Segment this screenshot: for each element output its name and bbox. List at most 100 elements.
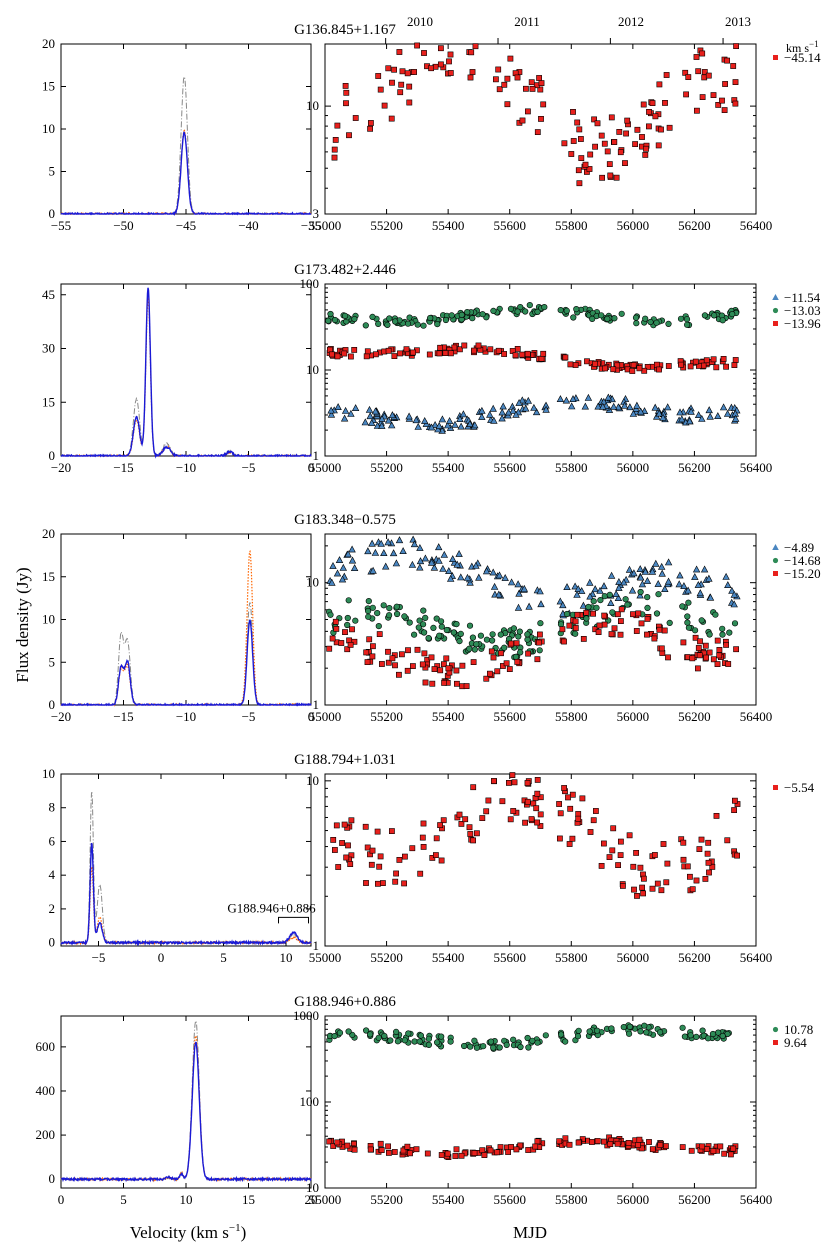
data-point [351, 404, 360, 411]
data-point [499, 402, 507, 410]
data-point [501, 573, 509, 581]
data-point [728, 586, 736, 594]
data-point [563, 583, 571, 590]
y-tick-label: 10 [306, 773, 319, 788]
data-point [335, 556, 344, 563]
data-point [692, 634, 699, 641]
data-point [443, 655, 450, 662]
data-point [590, 598, 597, 605]
data-point [345, 842, 351, 849]
data-point [706, 412, 714, 420]
y-tick-label: 0 [49, 1171, 56, 1186]
data-point [663, 879, 670, 886]
data-point [367, 1146, 374, 1153]
data-point [522, 85, 529, 92]
data-point [341, 821, 348, 828]
x-tick-label: 15 [242, 1192, 255, 1207]
data-point [705, 72, 712, 79]
year-tick-label: 2012 [618, 14, 644, 29]
data-point [420, 607, 427, 614]
data-point [342, 629, 348, 635]
data-point [660, 841, 667, 847]
data-point [369, 604, 376, 611]
data-point [624, 601, 631, 608]
data-point [703, 1146, 710, 1152]
data-point [699, 94, 706, 100]
data-point [420, 820, 427, 827]
data-point [442, 350, 449, 356]
data-point [619, 882, 626, 889]
data-point [636, 365, 643, 372]
data-point [447, 51, 454, 58]
x-tick-label: 55000 [309, 709, 342, 724]
data-point [518, 396, 526, 404]
data-point [369, 847, 376, 854]
panel-title: G183.348−0.575 [294, 512, 396, 528]
data-point [643, 576, 652, 584]
y-tick-label: 45 [42, 287, 55, 302]
data-point [709, 1030, 717, 1038]
data-point [399, 547, 407, 554]
data-point [376, 863, 383, 870]
data-point [626, 403, 634, 411]
x-tick-label: 0 [308, 709, 315, 724]
data-point [426, 351, 433, 358]
data-point [574, 119, 581, 126]
data-point [374, 828, 381, 835]
data-point [366, 636, 373, 643]
data-point [722, 572, 730, 580]
data-point [386, 315, 393, 322]
data-point [644, 363, 651, 370]
data-point [620, 578, 628, 586]
data-point [583, 615, 590, 622]
data-point [429, 680, 436, 687]
data-point [367, 120, 374, 126]
data-point [385, 659, 392, 666]
data-point [385, 347, 392, 354]
data-point [371, 407, 380, 415]
legend-marker [772, 294, 779, 300]
data-point [649, 885, 656, 892]
data-point [433, 615, 440, 622]
data-point [630, 611, 636, 618]
data-point [391, 1149, 398, 1155]
data-point [333, 569, 342, 577]
data-point [636, 1136, 643, 1143]
data-point [702, 642, 709, 649]
data-point [517, 1043, 524, 1051]
data-point [566, 841, 573, 847]
data-point [396, 856, 403, 863]
data-point [684, 863, 691, 870]
data-point [556, 395, 565, 402]
data-point [434, 425, 442, 433]
data-point [692, 358, 699, 365]
data-point [586, 578, 594, 586]
data-point [421, 650, 428, 657]
data-point [626, 1023, 634, 1030]
data-point [381, 102, 388, 109]
data-point [574, 1033, 582, 1040]
data-point [428, 654, 435, 661]
data-point [447, 1038, 454, 1045]
data-point [508, 640, 514, 647]
y-tick-label: 10 [306, 575, 319, 590]
data-point [401, 1037, 408, 1044]
data-point [330, 1143, 337, 1149]
data-point [664, 403, 672, 411]
data-point [501, 81, 508, 88]
data-point [594, 402, 602, 410]
data-point [665, 363, 672, 369]
data-point [392, 878, 399, 885]
data-point [406, 83, 413, 90]
data-point [363, 880, 369, 886]
data-point [517, 304, 524, 311]
legend-marker [773, 1040, 778, 1045]
data-point [471, 347, 477, 354]
data-point [583, 609, 590, 616]
data-point [414, 422, 422, 430]
data-point [663, 72, 670, 78]
data-point [570, 109, 576, 115]
spectrum-solid-line [60, 619, 312, 707]
x-tick-label: 55000 [309, 950, 342, 965]
data-point [664, 577, 673, 585]
